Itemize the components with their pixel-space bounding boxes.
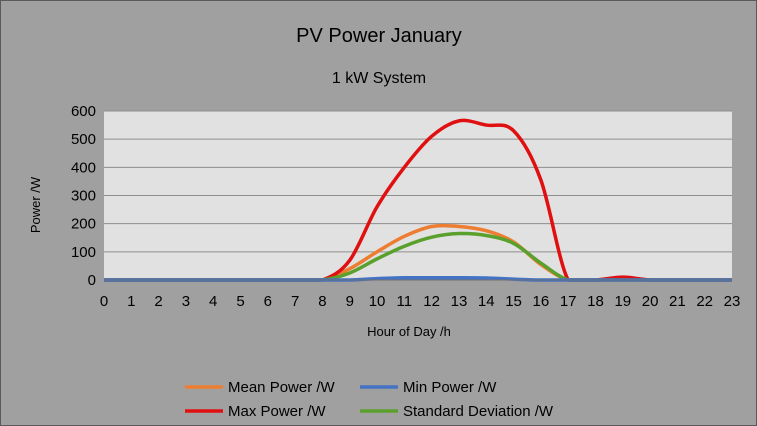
x-tick-label: 21: [669, 293, 686, 310]
y-tick-label: 500: [71, 131, 96, 148]
x-tick-label: 20: [642, 293, 659, 310]
x-tick-label: 14: [478, 293, 495, 310]
legend-label-stddev: Standard Deviation /W: [403, 403, 554, 420]
x-tick-label: 3: [182, 293, 190, 310]
x-tick-label: 16: [533, 293, 550, 310]
chart-title: PV Power January: [296, 25, 462, 47]
x-tick-label: 6: [264, 293, 272, 310]
x-tick-label: 10: [369, 293, 386, 310]
y-axis-label: Power /W: [28, 176, 43, 233]
y-tick-label: 0: [88, 272, 96, 289]
x-tick-label: 5: [236, 293, 244, 310]
legend: Mean Power /W Min Power /W Max Power /W …: [185, 379, 554, 420]
legend-item-mean: Mean Power /W: [185, 379, 336, 396]
legend-item-max: Max Power /W: [185, 403, 326, 420]
legend-item-stddev: Standard Deviation /W: [360, 403, 554, 420]
gridlines: [104, 110, 732, 253]
x-tick-label: 12: [423, 293, 440, 310]
x-axis-label: Hour of Day /h: [367, 324, 451, 339]
legend-label-min: Min Power /W: [403, 379, 497, 396]
x-tick-label: 18: [587, 293, 604, 310]
x-tick-label: 0: [100, 293, 108, 310]
x-tick-label: 7: [291, 293, 299, 310]
x-tick-label: 4: [209, 293, 217, 310]
y-tick-label: 100: [71, 244, 96, 261]
legend-label-max: Max Power /W: [228, 403, 326, 420]
x-tick-label: 13: [451, 293, 468, 310]
x-tick-label: 15: [505, 293, 522, 310]
x-tick-label: 23: [724, 293, 741, 310]
y-tick-label: 400: [71, 159, 96, 176]
legend-label-mean: Mean Power /W: [228, 379, 336, 396]
x-tick-label: 9: [346, 293, 354, 310]
x-tick-label: 1: [127, 293, 135, 310]
x-tick-label: 17: [560, 293, 577, 310]
legend-item-min: Min Power /W: [360, 379, 497, 396]
y-tick-label: 600: [71, 103, 96, 120]
chart-subtitle: 1 kW System: [332, 70, 426, 87]
x-tick-label: 22: [696, 293, 713, 310]
x-tick-label: 11: [397, 293, 413, 310]
x-tick-labels: 0 1 2 3 4 5 6 7 8 9 10 11 12 13 14 15 16 17 18 19 20 21 22 23: [100, 293, 741, 310]
x-tick-label: 19: [614, 293, 631, 310]
x-tick-label: 8: [318, 293, 326, 310]
x-tick-label: 2: [154, 293, 162, 310]
y-tick-labels: 0 100 200 300 400 500 600: [71, 103, 96, 289]
y-tick-label: 300: [71, 188, 96, 205]
y-tick-label: 200: [71, 216, 96, 233]
